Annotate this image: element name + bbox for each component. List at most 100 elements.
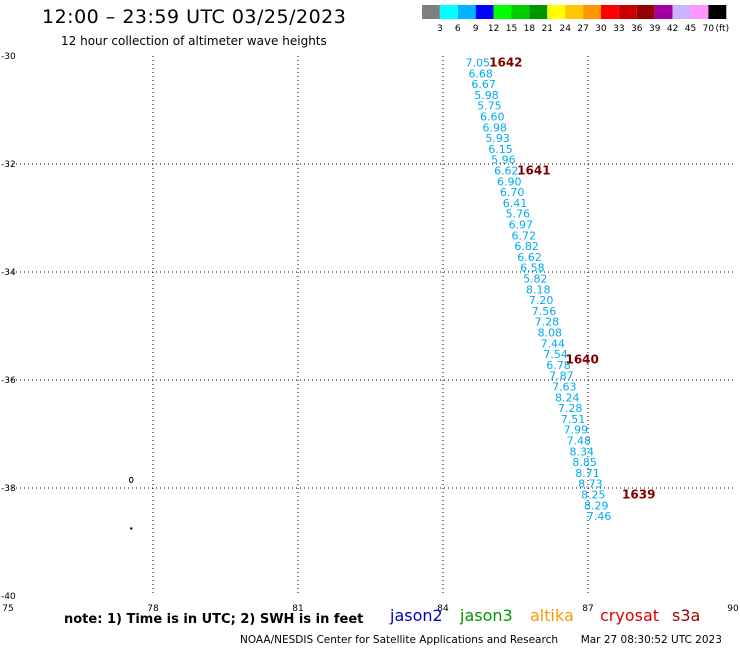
- legend-swatch: [511, 5, 530, 19]
- grid: 75 78 81 84 87 90 -30 -32 -34 -36 -38 -40: [1, 52, 739, 614]
- legend-swatch: [690, 5, 709, 19]
- legend-swatch: [422, 5, 440, 19]
- swh-label: 6.97: [509, 218, 534, 231]
- swh-label: 8.34: [569, 445, 594, 458]
- time-label: 1640: [565, 352, 598, 366]
- y-tick-label: -40: [1, 592, 16, 602]
- swh-label: 7.63: [552, 380, 577, 393]
- swh-label: 6.41: [503, 197, 528, 210]
- island-mark: [128, 476, 134, 483]
- swh-label: 8.71: [575, 467, 600, 480]
- legend-swatch: [708, 5, 727, 19]
- footer-note: note: 1) Time is in UTC; 2) SWH is in fe…: [64, 612, 364, 627]
- swh-label: 6.67: [471, 78, 496, 91]
- legend-swatch: [654, 5, 673, 19]
- legend-label: 12: [488, 24, 499, 34]
- satellite-cryosat: cryosat: [600, 606, 660, 625]
- swh-label: 7.44: [540, 337, 565, 350]
- time-label: 1639: [622, 487, 655, 501]
- legend-swatch: [475, 5, 494, 19]
- legend-swatch: [618, 5, 637, 19]
- satellite-altika: altika: [530, 606, 574, 625]
- swh-label: 6.62: [517, 251, 542, 264]
- legend-label: 18: [524, 24, 536, 34]
- swh-label: 5.98: [474, 89, 499, 102]
- x-tick-label: 75: [2, 604, 13, 614]
- x-tick-label: 84: [437, 604, 449, 614]
- legend-swatch: [529, 5, 548, 19]
- swh-label: 6.72: [511, 229, 536, 242]
- legend-swatch: [583, 5, 601, 19]
- swh-label: 8.29: [584, 499, 609, 512]
- legend-label: 30: [595, 24, 607, 34]
- y-tick-label: -38: [1, 484, 16, 494]
- satellite-jason3: jason3: [460, 606, 513, 625]
- legend-swatch: [565, 5, 584, 19]
- swh-label: 6.98: [482, 121, 507, 134]
- swh-label: 8.85: [572, 456, 597, 469]
- swh-label: 6.90: [497, 175, 522, 188]
- footer-credit: NOAA/NESDIS Center for Satellite Applica…: [240, 634, 722, 646]
- swh-label: 6.58: [520, 262, 545, 275]
- chart-title: 12:00 – 23:59 UTC 03/25/2023: [42, 6, 347, 28]
- legend-label: 33: [613, 24, 624, 34]
- swh-label: 7.05: [466, 56, 491, 69]
- swh-label: 7.28: [535, 316, 560, 329]
- swh-label: 6.70: [500, 186, 525, 199]
- legend-unit: (ft): [716, 24, 730, 34]
- satellite-s3a: s3a: [672, 606, 701, 625]
- swh-label: 7.54: [543, 348, 568, 361]
- legend-label: 42: [667, 24, 678, 34]
- legend-label: 9: [473, 24, 479, 34]
- time-label: 1641: [517, 163, 550, 177]
- legend-swatch: [672, 5, 691, 19]
- satellite-jason2: jason2: [390, 606, 443, 625]
- x-tick-label: 87: [582, 604, 593, 614]
- swh-label: 8.73: [578, 478, 603, 491]
- legend-label: 27: [577, 24, 588, 34]
- chart-subtitle: 12 hour collection of altimeter wave hei…: [61, 34, 327, 48]
- swh-label: 6.82: [514, 240, 539, 253]
- color-scale-legend: 3 6 9 12 15 18 21 24 27 30 33 36 39 42 45 70 (ft): [422, 5, 729, 34]
- legend-swatch: [439, 5, 458, 19]
- credit-timestamp: Mar 27 08:30:52 UTC 2023: [580, 634, 722, 646]
- swh-label: 8.08: [538, 326, 563, 339]
- swh-label: 5.93: [485, 132, 510, 145]
- swh-label: 7.51: [561, 413, 586, 426]
- legend-swatch: [457, 5, 476, 19]
- island-mark: [130, 527, 133, 530]
- y-tick-label: -30: [1, 52, 16, 62]
- swh-label: 6.60: [480, 110, 505, 123]
- x-tick-label: 78: [147, 604, 159, 614]
- legend-label: 70: [703, 24, 715, 34]
- legend-swatch: [493, 5, 512, 19]
- y-tick-label: -32: [1, 160, 16, 170]
- swh-label: 8.18: [526, 283, 551, 296]
- swh-label: 7.87: [549, 370, 574, 383]
- y-tick-label: -34: [1, 268, 16, 278]
- swh-label: 5.75: [477, 100, 502, 113]
- wave-height-points: 7.056.686.675.985.756.606.985.936.155.96…: [128, 55, 655, 530]
- legend-label: 24: [559, 24, 571, 34]
- legend-label: 39: [649, 24, 661, 34]
- swh-label: 6.62: [494, 164, 519, 177]
- legend-label: 6: [455, 24, 461, 34]
- swh-label: 7.20: [529, 294, 554, 307]
- swh-label: 7.56: [532, 305, 557, 318]
- legend-label: 36: [631, 24, 643, 34]
- swh-label: 6.68: [468, 67, 493, 80]
- time-label: 1642: [489, 55, 522, 69]
- swh-label: 8.25: [581, 488, 606, 501]
- swh-label: 8.24: [555, 391, 580, 404]
- y-tick-label: -36: [1, 376, 16, 386]
- legend-swatch: [636, 5, 655, 19]
- legend-label: 3: [437, 24, 443, 34]
- x-tick-label: 81: [292, 604, 303, 614]
- x-tick-label: 90: [727, 604, 739, 614]
- swh-label: 7.46: [587, 510, 612, 523]
- swh-label: 6.15: [488, 143, 513, 156]
- swh-label: 5.96: [491, 154, 516, 167]
- swh-label: 7.48: [567, 434, 592, 447]
- swh-label: 5.82: [523, 272, 548, 285]
